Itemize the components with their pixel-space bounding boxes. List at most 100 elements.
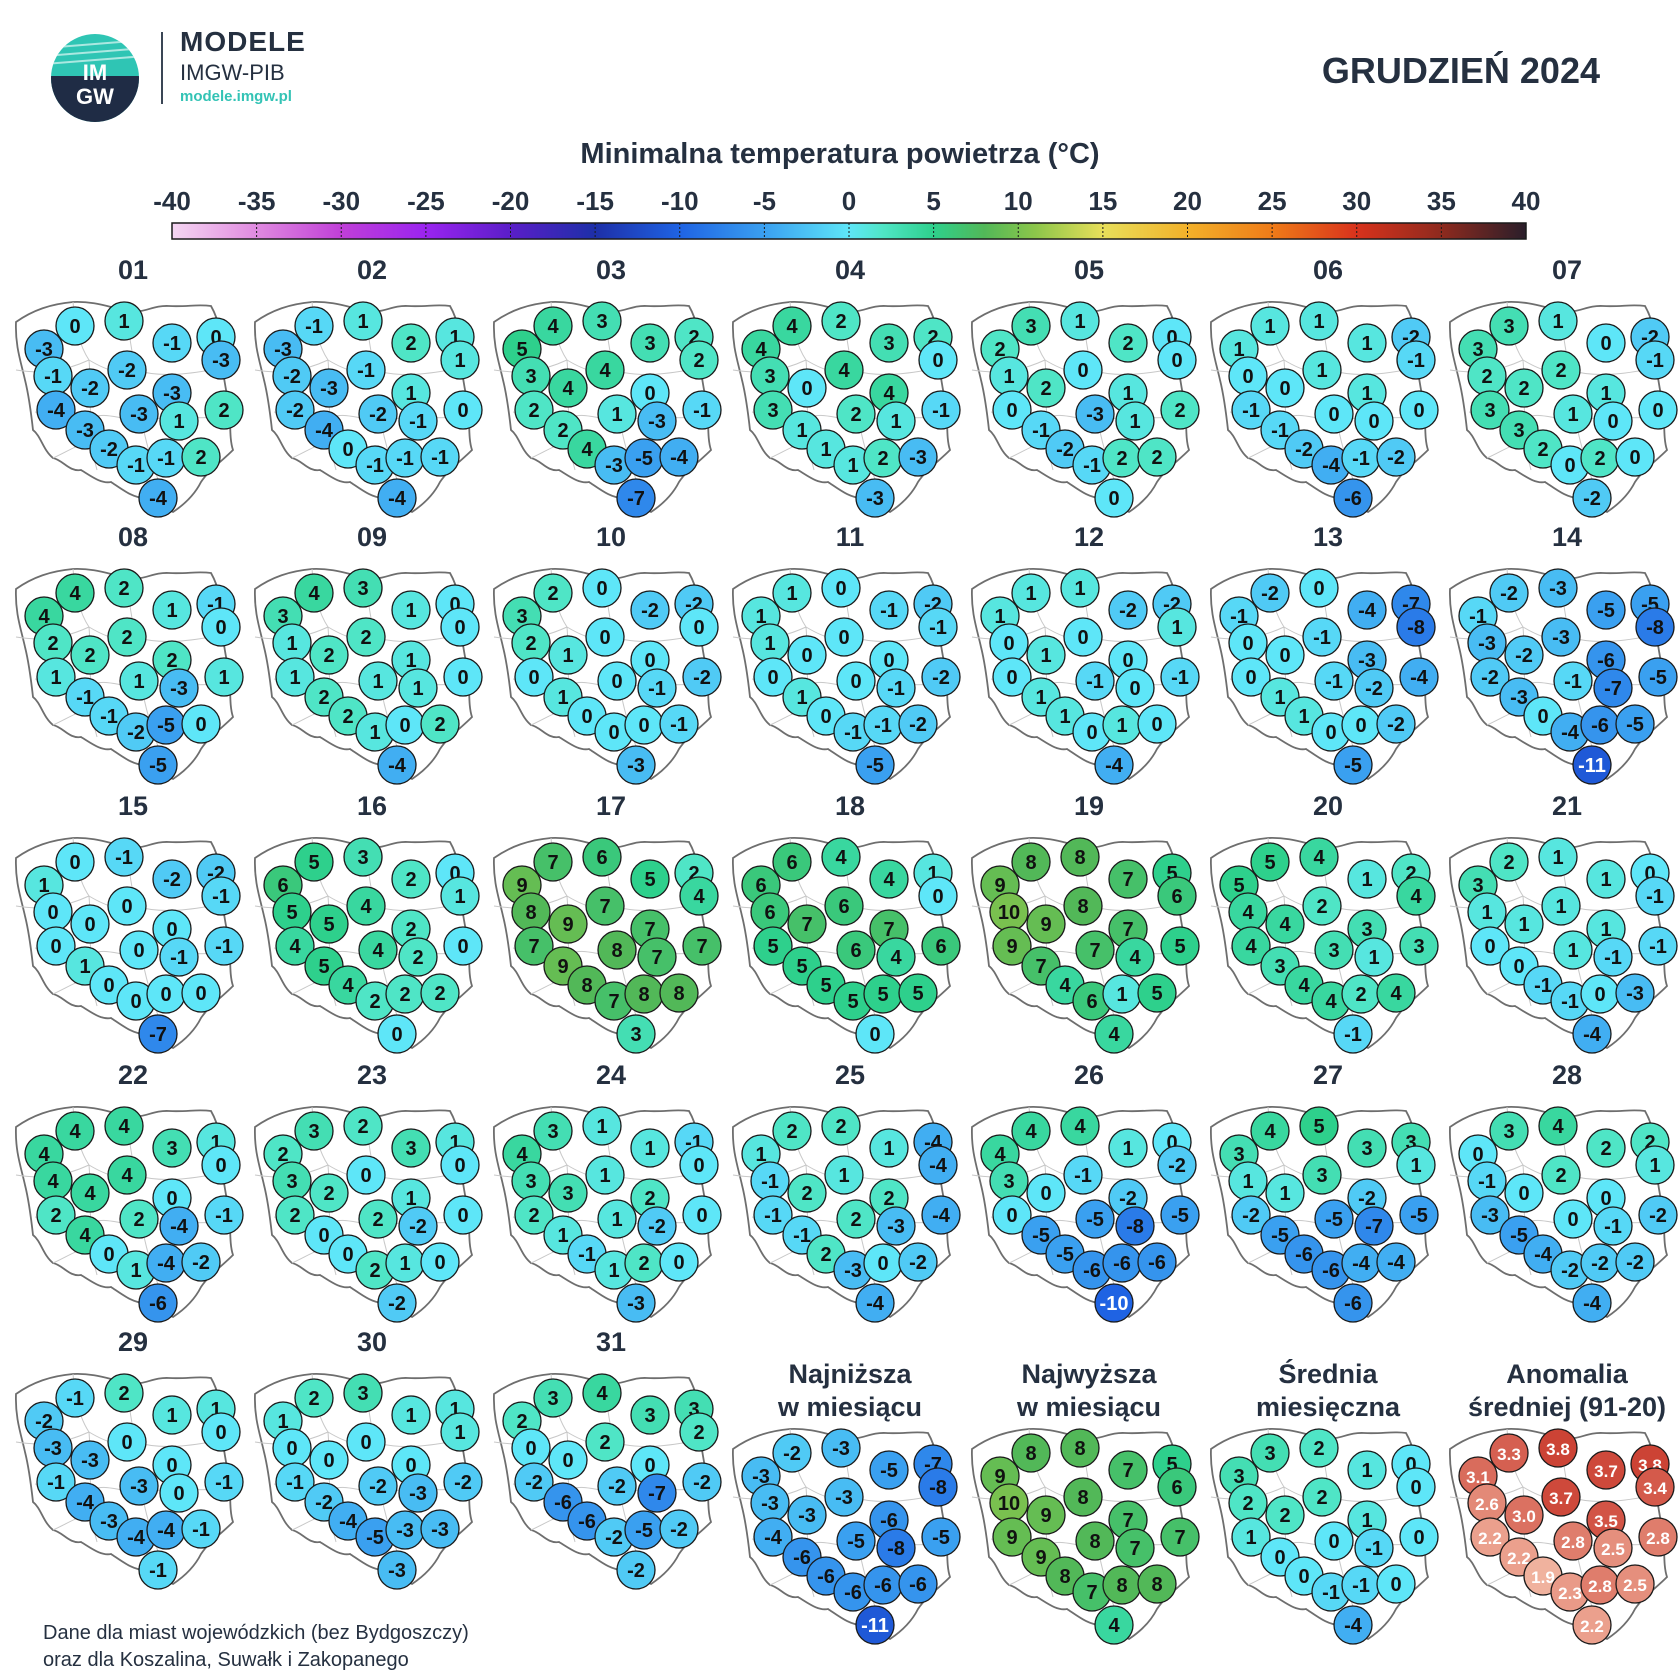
city-value: -2 (1056, 439, 1074, 461)
city-value: -3 (1358, 650, 1376, 672)
city-marker (1593, 1206, 1633, 1246)
city-value: 3.4 (1643, 1479, 1667, 1498)
footnote: Dane dla miast wojewódzkich (bez Bydgosz… (43, 1620, 469, 1674)
city-value: -5 (1086, 1209, 1104, 1231)
brand-url[interactable]: modele.imgw.pl (180, 88, 292, 105)
city-marker (682, 1195, 722, 1235)
city-value: -4 (157, 1253, 176, 1275)
city-value: 9 (994, 875, 1005, 897)
city-value: 2 (786, 1121, 797, 1143)
city-value: 3 (767, 400, 778, 422)
city-marker (443, 390, 483, 430)
city-marker (679, 1412, 719, 1452)
city-marker (1376, 973, 1416, 1013)
city-value: 3.7 (1594, 1462, 1618, 1481)
city-marker (836, 661, 876, 701)
city-value: 0 (838, 627, 849, 649)
city-marker (1354, 937, 1394, 977)
city-value: 0 (69, 316, 80, 338)
city-value: -2 (1295, 439, 1313, 461)
city-marker (682, 390, 722, 430)
city-marker (1354, 668, 1394, 708)
city-marker (1265, 904, 1305, 944)
svg-text:GW: GW (76, 84, 114, 109)
city-marker (1063, 886, 1103, 926)
city-value: -6 (909, 1574, 927, 1596)
city-value: -2 (1168, 1155, 1186, 1177)
city-marker (343, 301, 383, 341)
city-value: 4 (1279, 914, 1291, 936)
city-value: 2 (1518, 378, 1529, 400)
city-marker (55, 573, 95, 613)
city-value: 0 (611, 671, 622, 693)
city-value: 0 (1368, 411, 1379, 433)
city-value: 1 (1116, 984, 1127, 1006)
city-value: 0 (1594, 984, 1605, 1006)
city-value: 7 (1122, 1510, 1133, 1532)
city-marker (294, 573, 334, 613)
city-marker (1593, 401, 1633, 441)
city-value: -2 (1119, 1188, 1137, 1210)
city-marker (921, 390, 961, 430)
city-value: 2 (195, 447, 206, 469)
city-marker (204, 1462, 244, 1502)
city-marker (514, 926, 554, 966)
city-value: 1 (1171, 617, 1182, 639)
city-marker (1265, 1495, 1305, 1535)
city-value: 2.8 (1588, 1577, 1612, 1596)
city-value: -2 (932, 667, 950, 689)
city-marker (992, 1517, 1032, 1557)
day-label: 07 (1552, 255, 1582, 285)
city-marker (753, 926, 793, 966)
city-value: 0 (1413, 400, 1424, 422)
city-value: -11 (861, 1615, 889, 1637)
city-marker (1314, 930, 1354, 970)
city-marker (440, 876, 480, 916)
city-value: 2 (644, 1188, 655, 1210)
city-value: -4 (1410, 667, 1429, 689)
city-value: 2.8 (1646, 1529, 1670, 1548)
city-value: -5 (1597, 600, 1615, 622)
city-marker (1399, 1517, 1439, 1557)
city-value: -6 (1148, 1252, 1166, 1274)
city-value: -1 (1469, 606, 1487, 628)
city-marker (1137, 973, 1177, 1013)
city-marker (918, 1467, 958, 1507)
city-marker (1504, 368, 1544, 408)
day-map: -30 1-1 0-3-1-2-2-3-4-3-3 1 2-2-1 -1 2-4 (15, 301, 244, 518)
city-value: 3 (308, 1121, 319, 1143)
city-marker (420, 1509, 460, 1549)
colorbar-tick-label: 30 (1342, 186, 1371, 216)
city-value: 1 (405, 1188, 416, 1210)
city-value: 4 (69, 1121, 81, 1143)
city-value: 6 (277, 875, 288, 897)
city-marker (294, 1111, 334, 1151)
city-marker (582, 568, 622, 608)
city-value: 4 (308, 583, 320, 605)
city-marker (659, 704, 699, 744)
city-value: -2 (608, 1476, 626, 1498)
city-value: -1 (44, 366, 62, 388)
city-marker (1060, 301, 1100, 341)
city-value: 7 (599, 896, 610, 918)
summary-title-line1: Średnia (1278, 1358, 1378, 1389)
city-value: 2 (1481, 366, 1492, 388)
city-value: -1 (929, 617, 947, 639)
city-value: 0 (457, 667, 468, 689)
city-value: 0 (673, 1252, 684, 1274)
city-value: 0 (1077, 360, 1088, 382)
day-label: 06 (1313, 255, 1343, 285)
city-value: -3 (1086, 404, 1104, 426)
city-value: -2 (369, 1476, 387, 1498)
city-value: 1 (755, 1144, 766, 1166)
city-marker (1108, 590, 1148, 630)
city-value: 0 (801, 378, 812, 400)
city-marker (440, 1145, 480, 1185)
city-marker (616, 745, 656, 785)
city-value: -5 (1171, 1205, 1189, 1227)
city-value: 9 (994, 1466, 1005, 1488)
city-marker (918, 607, 958, 647)
city-marker (294, 306, 334, 346)
